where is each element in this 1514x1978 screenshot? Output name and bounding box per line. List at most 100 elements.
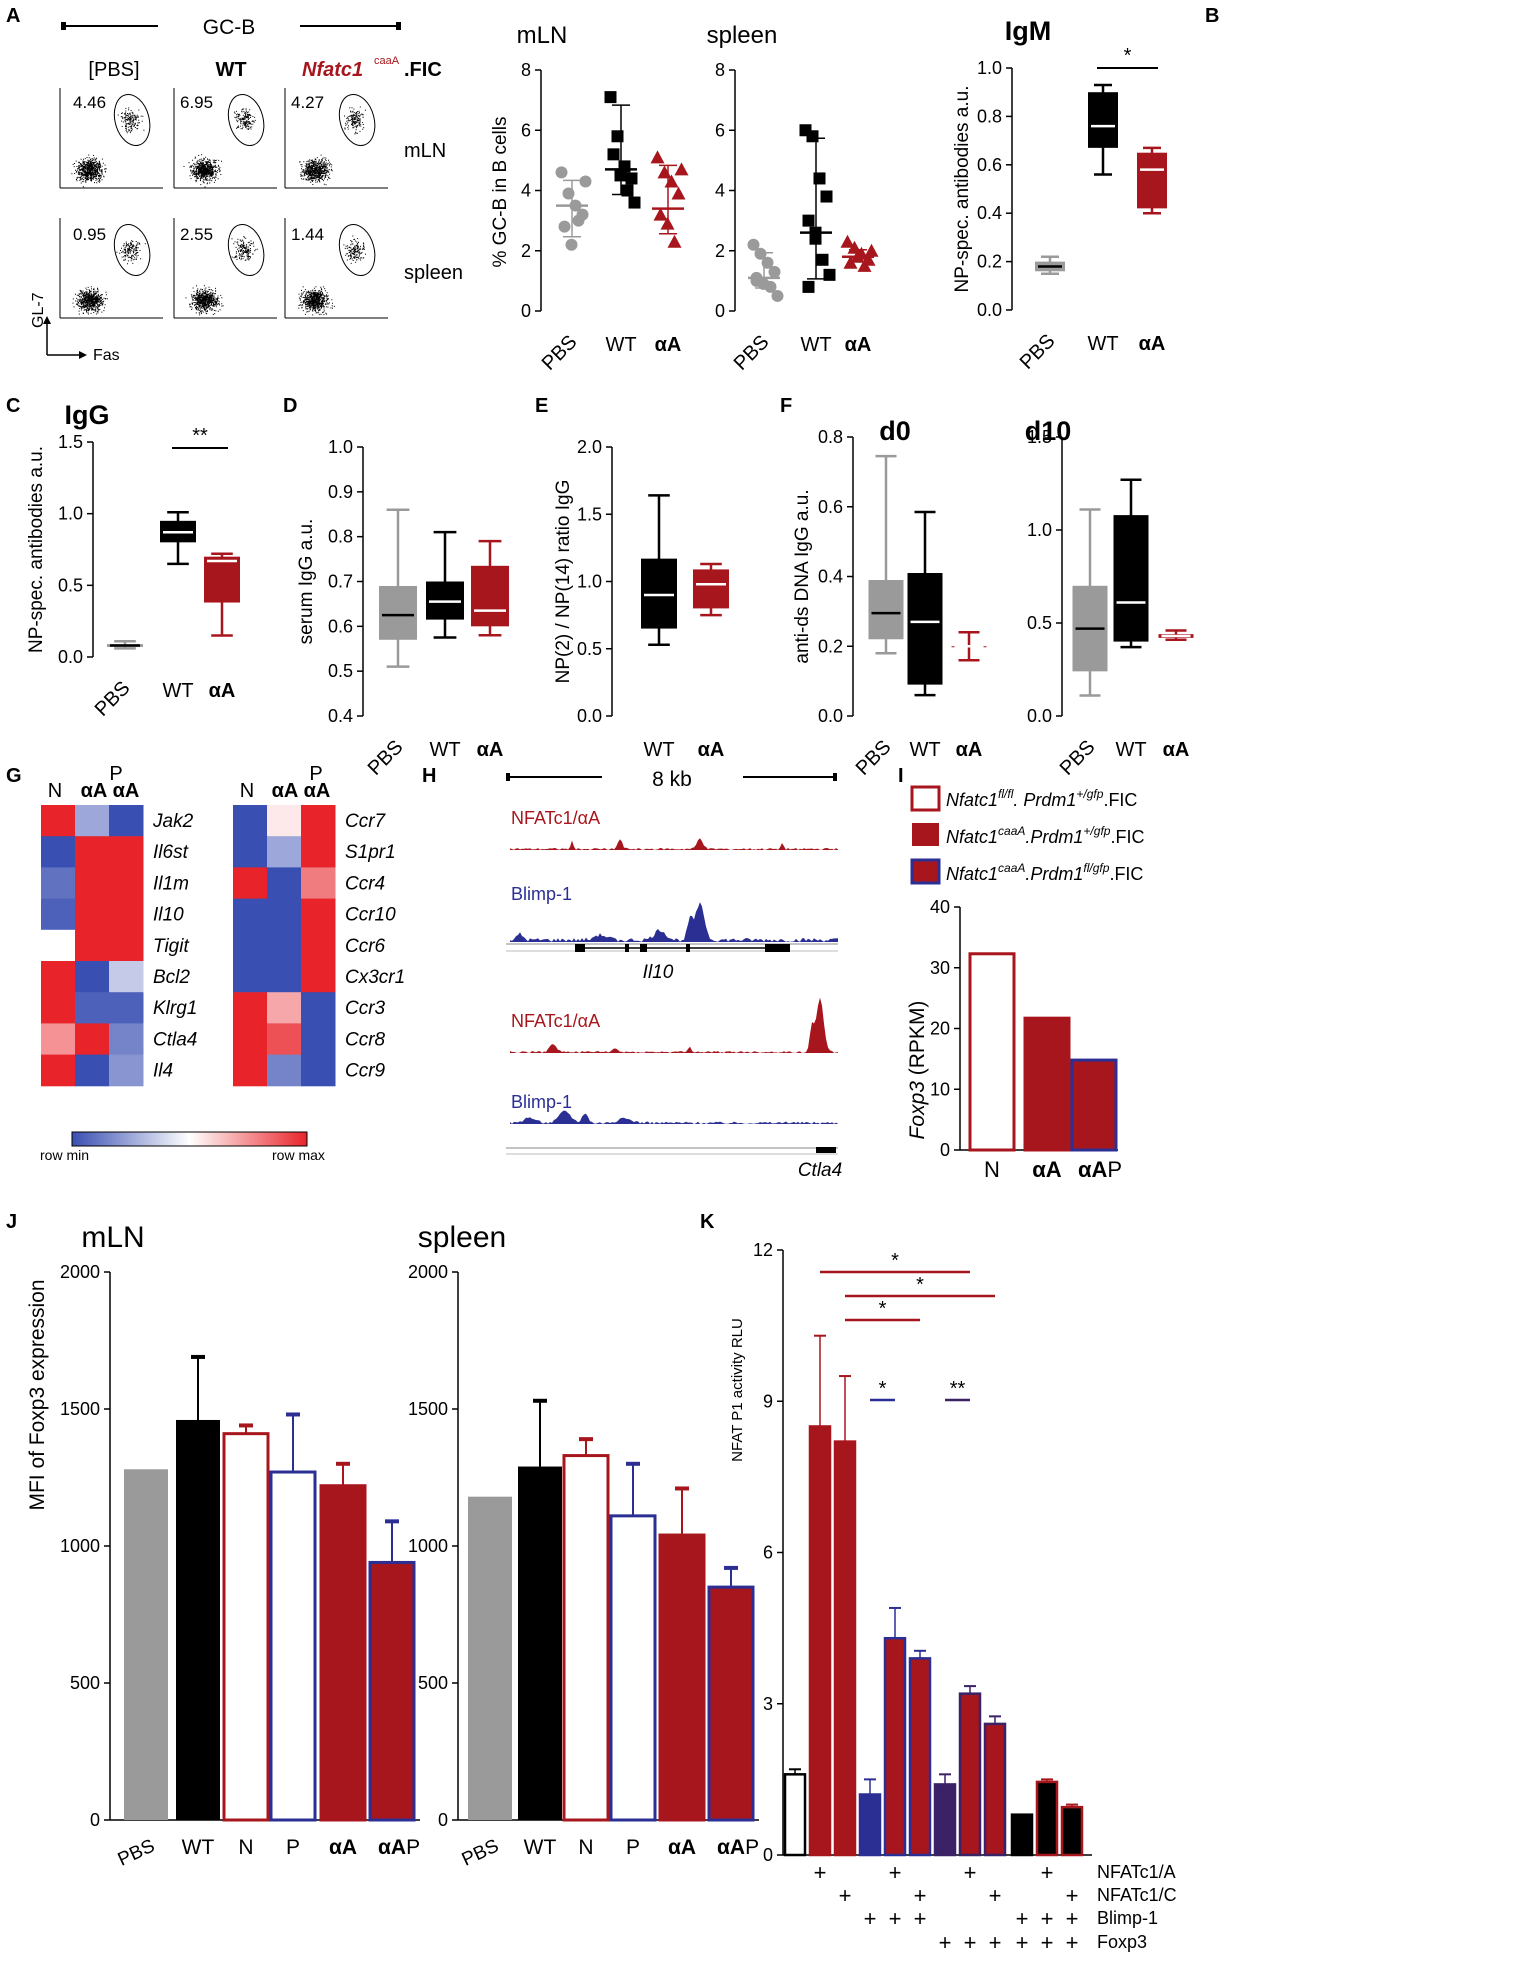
box-serum-ytick-label: 0.6	[328, 616, 353, 636]
bar-k-bar	[933, 1783, 957, 1857]
heat-right-cell	[233, 867, 268, 900]
box-d0-ytick-label: 0.4	[818, 567, 843, 587]
flow-plots	[59, 88, 388, 319]
k-plus-sign: +	[839, 1883, 852, 1908]
box-igg-ytick-label: 1.0	[58, 504, 83, 524]
heat-right-cell	[267, 1023, 302, 1056]
heat-left-cell	[75, 805, 110, 837]
bar-foxp3-ytick-label: 10	[930, 1079, 950, 1099]
box-serum-ytick-label: 0.7	[328, 572, 353, 592]
scatter-spleen-xlabel: WT	[800, 334, 831, 356]
k-plus-sign: +	[1066, 1906, 1079, 1931]
gene-label-ctla4: Ctla4	[798, 1160, 842, 1181]
bar-k-ytick-label: 6	[763, 1543, 773, 1563]
box-d10: 0.0 0.5 1.0 1.5 PBS WT αA d10	[1025, 416, 1194, 780]
heat-left-cell	[109, 836, 144, 868]
box-d0-title: d0	[879, 416, 911, 446]
panel-letter-h: H	[422, 765, 436, 787]
panel-g-heatmap: N αA αA P N αA αA P Jak2 Il6st Il1m Il10 Tig…	[40, 763, 405, 1163]
bar-j-spleen-ytick-label: 1500	[408, 1399, 448, 1419]
flow-dot-plot	[173, 88, 277, 189]
bar-k-bar	[858, 1793, 882, 1857]
k-plus-sign: +	[989, 1883, 1002, 1908]
legend-swatch-aa	[912, 823, 939, 846]
bar-foxp3-bar	[1023, 1016, 1071, 1152]
box-d10-title: d10	[1025, 416, 1072, 446]
bar-k-bar	[908, 1657, 932, 1857]
box-d0-xlabel: WT	[909, 739, 940, 761]
scatter-mln-point	[579, 175, 592, 188]
bar-j-spleen-xlabel: P	[626, 1836, 640, 1859]
heat-left-cell	[41, 836, 76, 868]
box-d10-ytick-label: 0.0	[1027, 706, 1052, 726]
scatter-spleen-point	[843, 255, 858, 269]
box-ratio-xlabel: αA	[698, 739, 725, 761]
heat-left-cell	[75, 1023, 110, 1056]
heat-color-scale	[71, 1131, 308, 1147]
box-ratio-ylabel: NP(2) / NP(14) ratio IgG	[553, 480, 574, 684]
panel-letter-d: D	[283, 395, 297, 417]
scatter-spleen-point	[768, 265, 781, 278]
bar-j-mln-bar	[319, 1484, 367, 1822]
box-igm-ytick-label: 0.2	[977, 252, 1002, 272]
flow-dot-plot	[59, 218, 163, 319]
bar-j-spleen-xlabel: αA	[668, 1836, 696, 1859]
flow-dot-plot	[59, 88, 163, 189]
bar-j-spleen-ytick-label: 2000	[408, 1262, 448, 1282]
box-igm-xlabel: PBS	[1016, 330, 1060, 374]
flow-dot-plot	[284, 218, 388, 319]
j-ylabel: MFI of Foxp3 expression	[26, 1279, 49, 1510]
heat-left-cell	[41, 1023, 76, 1056]
heat-left-cell	[75, 992, 110, 1024]
box-serum-box	[379, 585, 417, 640]
heat-left-cell	[75, 1054, 110, 1087]
box-serum-xlabel: αA	[477, 739, 504, 761]
flow-dot-plot	[173, 218, 277, 319]
heat-left-p: P	[109, 763, 122, 785]
panel-letter-b: B	[1205, 5, 1219, 27]
heat-left-gene-label: Il10	[153, 905, 184, 926]
k-plus-sign: +	[989, 1930, 1002, 1955]
panel-letter-e: E	[535, 395, 548, 417]
k-condition-label: Foxp3	[1097, 1932, 1147, 1952]
heat-right-col-n: N	[240, 780, 254, 802]
heat-right-cell	[233, 1023, 268, 1056]
scatter-spleen-ytick-label: 2	[715, 241, 725, 261]
bar-foxp3-ytick-label: 20	[930, 1019, 950, 1039]
scatter-mln-point	[555, 166, 568, 179]
box-igm-sig-label: *	[1124, 45, 1132, 67]
heat-right-p: P	[309, 763, 322, 785]
scatter-mln-xlabel: αA	[655, 334, 682, 356]
box-igg-sig-label: **	[192, 425, 208, 447]
heat-left-cell	[41, 805, 76, 837]
panel-letter-f: F	[780, 395, 792, 417]
heat-right-gene-label: Cx3cr1	[345, 967, 405, 988]
bar-k-ytick-label: 12	[753, 1240, 773, 1260]
k-plus-sign: +	[914, 1883, 927, 1908]
heat-left-cell	[109, 1023, 144, 1056]
track-nfatc1-il10	[510, 838, 838, 850]
heat-left-gene-label: Il4	[153, 1061, 173, 1082]
track-label-blimp1-1: Blimp-1	[511, 884, 572, 904]
bar-k-sig-label: **	[950, 1378, 966, 1400]
axis-label-gl7: GL-7	[30, 292, 47, 328]
bar-k-sig-label: *	[879, 1378, 887, 1400]
box-ratio-ytick-label: 1.5	[577, 504, 602, 524]
gene-exon	[640, 944, 647, 952]
foxp3-xlabel-aap: αAP	[1078, 1157, 1122, 1182]
bar-foxp3-ytick-label: 30	[930, 958, 950, 978]
bar-k-bar	[783, 1773, 807, 1857]
heat-right-cell	[267, 805, 302, 837]
bar-j-spleen-bar	[562, 1454, 610, 1822]
panel-letter-g: G	[6, 765, 22, 787]
axis-label-fas: Fas	[93, 347, 120, 364]
scatter-mln-point	[628, 196, 641, 209]
bar-j-mln-xlabel: P	[286, 1836, 300, 1859]
bar-j-spleen-bar	[658, 1533, 706, 1822]
scatter-spleen-point	[840, 234, 855, 248]
bar-j-spleen-ytick-label: 1000	[408, 1536, 448, 1556]
gate-value-mln-wt: 6.95	[180, 93, 213, 112]
heat-left-cell	[109, 929, 144, 962]
scatter-spleen-ytick-label: 4	[715, 181, 725, 201]
